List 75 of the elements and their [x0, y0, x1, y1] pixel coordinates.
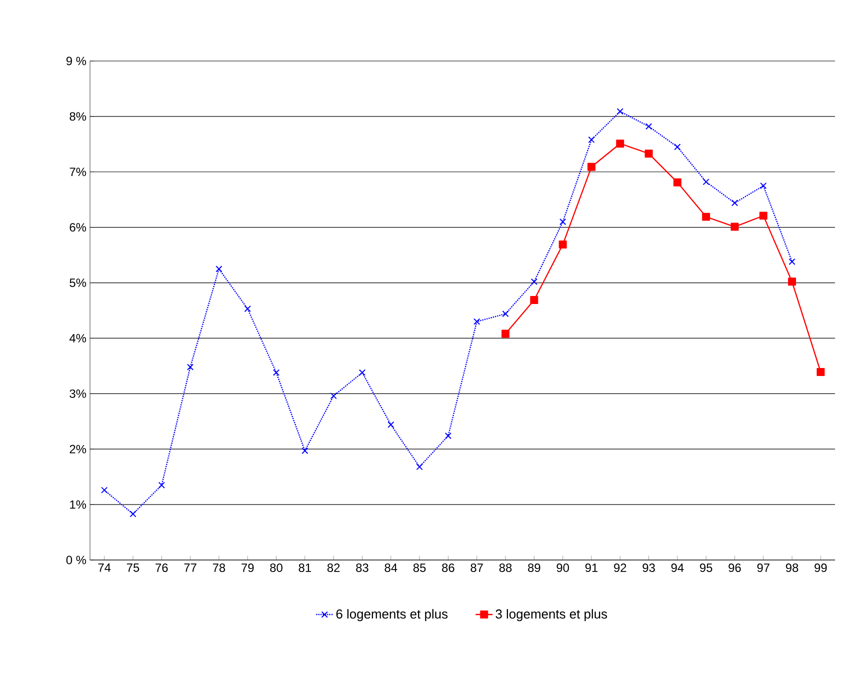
- point: [645, 123, 652, 130]
- point: [502, 310, 509, 318]
- point: [616, 108, 624, 115]
- y-tick-label: 6%: [70, 223, 86, 232]
- point: [730, 222, 739, 231]
- x-tick-label: 89: [528, 564, 540, 572]
- point: [474, 318, 480, 325]
- x-tick-label: 99: [814, 564, 827, 572]
- point: [788, 258, 796, 266]
- point: [388, 421, 394, 428]
- point: [731, 200, 738, 206]
- y-tick-label: 9 %: [66, 56, 86, 66]
- x-tick-label: 97: [757, 564, 770, 572]
- x-tick-label: 80: [270, 564, 282, 572]
- y-tick-label: 0 %: [66, 556, 86, 564]
- y-tick-label: 8%: [70, 112, 86, 121]
- x-tick-label: 79: [242, 564, 254, 572]
- y-tick-label: 3%: [70, 389, 86, 398]
- x-tick-label: 92: [614, 564, 626, 572]
- point: [558, 240, 567, 249]
- x-tick-label: 78: [212, 564, 226, 572]
- point: [444, 432, 452, 440]
- x-tick-label: 98: [786, 564, 798, 572]
- x-tick-label: 82: [327, 564, 340, 572]
- point: [330, 392, 337, 400]
- point: [702, 212, 710, 221]
- x-tick-label: 77: [184, 564, 196, 572]
- point: [272, 369, 280, 376]
- x-tick-label: 86: [442, 564, 454, 572]
- point: [502, 330, 510, 338]
- point: [186, 364, 194, 370]
- point: [644, 150, 653, 158]
- point: [816, 368, 825, 376]
- point: [702, 178, 710, 186]
- point: [760, 182, 767, 190]
- x-tick-label: 90: [556, 564, 569, 572]
- x-tick-label: 96: [728, 564, 741, 572]
- y-tick-label: 7%: [70, 168, 86, 176]
- y-tick-label: 1%: [70, 500, 86, 509]
- point: [559, 218, 566, 226]
- x-tick-label: 84: [384, 564, 398, 572]
- legend-label: 6 logements et plus: [336, 609, 448, 622]
- x-tick-label: 95: [700, 564, 712, 572]
- point: [616, 140, 624, 148]
- y-tick-label: 2%: [70, 444, 86, 454]
- point: [158, 482, 165, 488]
- x-tick-label: 94: [671, 564, 684, 572]
- point: [673, 178, 682, 186]
- point: [588, 136, 595, 144]
- point: [244, 306, 251, 312]
- x-tick-label: 91: [585, 564, 598, 572]
- x-tick-label: 93: [642, 564, 655, 572]
- point: [302, 447, 308, 454]
- point: [587, 162, 596, 171]
- x-tick-label: 85: [413, 564, 426, 572]
- point: [358, 369, 366, 376]
- point: [530, 278, 538, 285]
- point: [216, 266, 222, 272]
- x-tick-label: 75: [126, 564, 140, 572]
- y-tick-label: 4%: [69, 334, 86, 342]
- point: [530, 296, 538, 304]
- point: [416, 464, 423, 470]
- y-tick-label: 5%: [70, 278, 86, 287]
- legend-label: 3 logements et plus: [496, 609, 608, 622]
- x-tick-label: 76: [156, 564, 168, 572]
- point: [759, 212, 768, 220]
- point: [101, 486, 108, 494]
- x-tick-label: 74: [98, 564, 111, 572]
- point: [788, 278, 796, 286]
- point: [130, 510, 136, 518]
- x-tick-label: 87: [470, 564, 483, 572]
- point: [674, 144, 681, 150]
- x-tick-label: 81: [298, 564, 311, 572]
- x-tick-label: 88: [499, 564, 512, 572]
- x-tick-label: 83: [356, 564, 368, 572]
